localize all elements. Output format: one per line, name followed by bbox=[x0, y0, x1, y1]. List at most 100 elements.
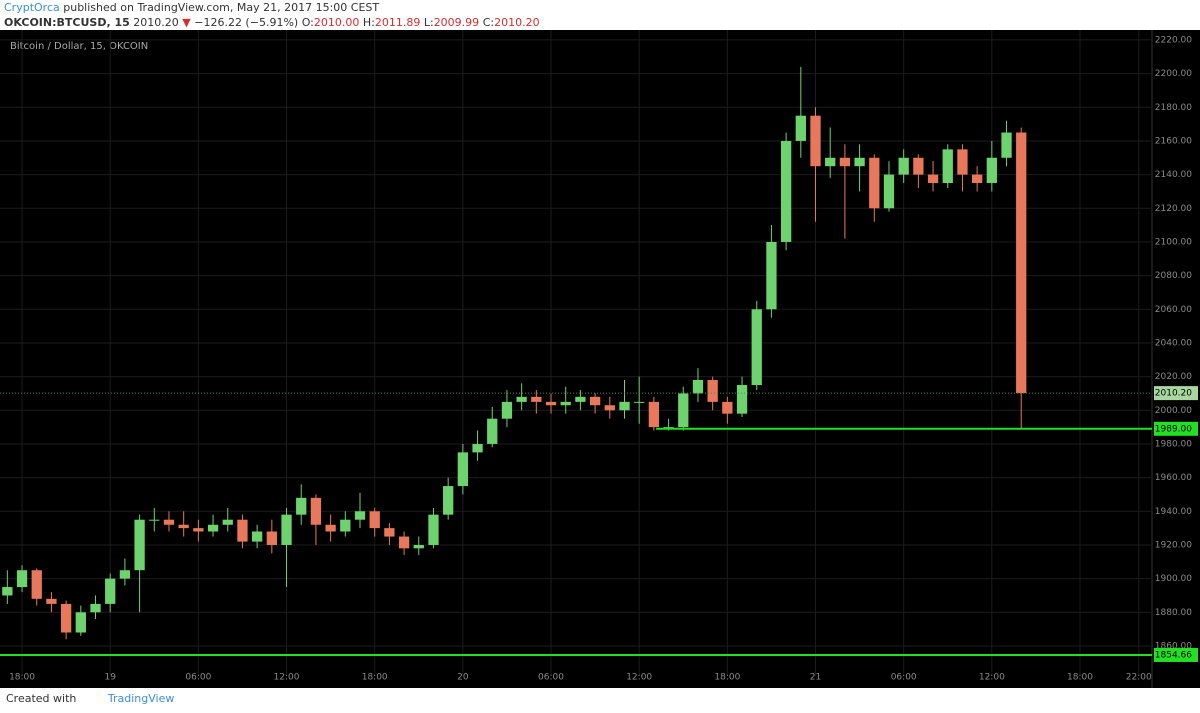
last-price-label: 2010.20 bbox=[1155, 389, 1192, 399]
candle-body bbox=[751, 309, 762, 386]
symbol: OKCOIN:BTCUSD, 15 bbox=[4, 16, 130, 29]
candle-body bbox=[883, 174, 895, 209]
candle-body bbox=[707, 379, 718, 402]
y-tick-label: 2100.00 bbox=[1155, 237, 1192, 247]
candle-body bbox=[90, 603, 101, 613]
candle-body bbox=[310, 497, 322, 525]
candle-body bbox=[986, 157, 997, 184]
candle-body bbox=[105, 578, 116, 604]
candle-body bbox=[2, 587, 13, 596]
candle-body bbox=[1016, 132, 1027, 394]
candle-body bbox=[369, 511, 380, 529]
candle-body bbox=[325, 524, 336, 532]
candle-body bbox=[119, 570, 131, 579]
candle-body bbox=[163, 519, 175, 525]
y-tick-label: 2160.00 bbox=[1155, 136, 1192, 146]
candle-body bbox=[589, 396, 601, 406]
y-tick-label: 2000.00 bbox=[1155, 406, 1192, 416]
y-tick-label: 1860.00 bbox=[1155, 641, 1192, 651]
last: 2010.20 bbox=[133, 16, 179, 29]
candle-body bbox=[736, 385, 748, 414]
arrow: ▼ bbox=[182, 16, 191, 29]
brand[interactable]: TradingView bbox=[107, 692, 175, 705]
header: CryptOrca published on TradingView.com, … bbox=[4, 0, 1194, 30]
y-tick-label: 2200.00 bbox=[1155, 69, 1192, 79]
created: Created with bbox=[6, 692, 77, 705]
y-tick-label: 2020.00 bbox=[1155, 372, 1192, 382]
candle-body bbox=[472, 443, 483, 453]
x-tick-label: 06:00 bbox=[891, 673, 917, 683]
candle-body bbox=[516, 396, 527, 402]
y-tick-label: 1980.00 bbox=[1155, 439, 1192, 449]
y-tick-label: 2140.00 bbox=[1155, 170, 1192, 180]
y-tick-label: 2040.00 bbox=[1155, 338, 1192, 348]
candle-body bbox=[839, 157, 851, 167]
candle-body bbox=[398, 536, 410, 549]
candle-body bbox=[134, 519, 145, 571]
x-tick-label: 18:00 bbox=[714, 673, 740, 683]
candle-body bbox=[252, 531, 263, 542]
candle-body bbox=[825, 157, 836, 167]
x-tick-label: 18:00 bbox=[362, 673, 388, 683]
candle-body bbox=[501, 401, 513, 419]
y-tick-label: 2180.00 bbox=[1155, 103, 1192, 113]
candle-body bbox=[560, 401, 571, 406]
ohlc-value: 2010.00 bbox=[313, 16, 360, 29]
candle-body bbox=[722, 401, 733, 414]
candle-body bbox=[854, 157, 865, 167]
ohlc-value: 2010.20 bbox=[494, 16, 540, 29]
x-tick-label: 12:00 bbox=[274, 673, 300, 683]
chart-title: Bitcoin / Dollar, 15, OKCOIN bbox=[10, 41, 148, 52]
candle-body bbox=[678, 393, 689, 428]
candle-body bbox=[60, 603, 72, 633]
y-tick-label: 2080.00 bbox=[1155, 271, 1192, 281]
x-tick-label: 06:00 bbox=[538, 673, 564, 683]
candle-body bbox=[766, 241, 777, 310]
ohlc-key: L: bbox=[423, 16, 434, 29]
candle-body bbox=[972, 174, 983, 184]
candle-body bbox=[531, 396, 542, 402]
x-tick-label: 22:00 bbox=[1126, 673, 1152, 683]
footer: Created with TradingView bbox=[6, 692, 174, 705]
candle-body bbox=[266, 531, 277, 545]
change: −126.22 (−5.91%) bbox=[194, 16, 299, 29]
candle-body bbox=[545, 401, 557, 406]
y-tick-label: 1940.00 bbox=[1155, 507, 1192, 517]
y-tick-label: 1920.00 bbox=[1155, 540, 1192, 550]
candle-body bbox=[957, 149, 968, 175]
x-tick-label: 12:00 bbox=[626, 673, 652, 683]
candle-body bbox=[1001, 132, 1012, 158]
ohlc: O:2010.00 H:2011.89 L:2009.99 C:2010.20 bbox=[302, 16, 540, 29]
publish-line: CryptOrca published on TradingView.com, … bbox=[4, 0, 1194, 15]
last-price-box bbox=[1154, 386, 1198, 401]
x-tick-label: 06:00 bbox=[185, 673, 211, 683]
candle-body bbox=[634, 401, 645, 403]
level-box bbox=[1154, 421, 1198, 436]
x-tick-label: 18:00 bbox=[9, 673, 35, 683]
candle-body bbox=[795, 115, 806, 141]
candle-body bbox=[46, 598, 57, 604]
candle-body bbox=[487, 418, 498, 444]
candle-body bbox=[692, 379, 704, 394]
candle-body bbox=[207, 524, 219, 532]
candle-body bbox=[193, 528, 204, 532]
candle-body bbox=[869, 157, 880, 209]
candle-body bbox=[810, 115, 821, 167]
y-tick-label: 1960.00 bbox=[1155, 473, 1192, 483]
candle-body bbox=[149, 519, 160, 521]
candle-body bbox=[663, 427, 674, 429]
ohlc-key: C: bbox=[482, 16, 495, 29]
candle-body bbox=[237, 519, 248, 542]
candle-body bbox=[575, 396, 586, 402]
candle-body bbox=[281, 514, 292, 545]
candle-body bbox=[619, 401, 630, 411]
ohlc-value: 2011.89 bbox=[374, 16, 421, 29]
candle-body bbox=[16, 570, 28, 588]
y-tick-label: 2220.00 bbox=[1155, 35, 1192, 45]
x-tick-label: 21 bbox=[810, 673, 821, 683]
x-tick-label: 19 bbox=[104, 673, 116, 683]
published: published on TradingView.com, May 21, 20… bbox=[63, 1, 380, 14]
author[interactable]: CryptOrca bbox=[4, 1, 60, 14]
x-tick-label: 18:00 bbox=[1067, 673, 1093, 683]
